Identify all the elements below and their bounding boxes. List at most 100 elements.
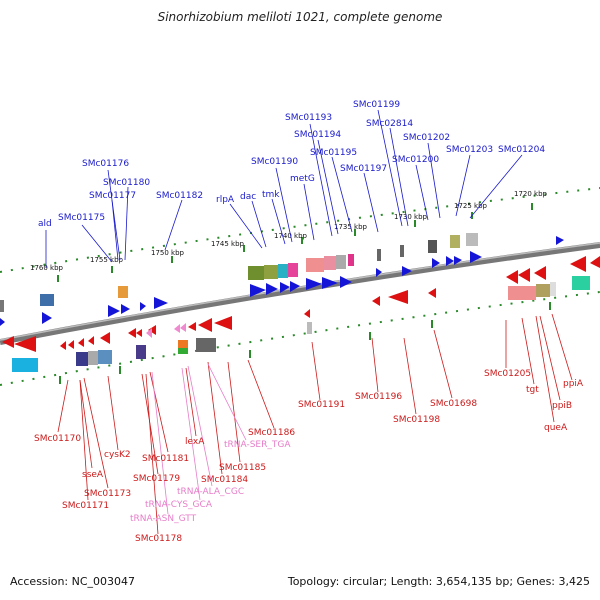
gene-label: SMc01194 xyxy=(294,130,341,140)
rna-leaders xyxy=(151,363,247,515)
gene-label: SMc01184 xyxy=(201,475,248,485)
reverse-gene xyxy=(188,322,196,331)
gene-label: SMc02814 xyxy=(366,119,413,129)
gene-label: SMc01175 xyxy=(58,213,105,223)
gene-label: SMc01182 xyxy=(156,191,203,201)
gene-label: SMc01204 xyxy=(498,145,545,155)
gene-label: SMc01176 xyxy=(82,159,129,169)
forward-gene xyxy=(322,277,338,289)
reverse-gene-labels: SMc01170 sseA SMc01173 SMc01171 cysK2 SM… xyxy=(34,369,584,544)
map-title: Sinorhizobium meliloti 1021, complete ge… xyxy=(157,10,443,24)
gene-label: SMc01197 xyxy=(340,164,387,174)
accession-text: Accession: NC_003047 xyxy=(10,575,136,588)
rna-gene-labels: tRNA-SER_TGA tRNA-ALA_CGC tRNA-CYS_GCA t… xyxy=(130,440,291,524)
reverse-gene xyxy=(68,340,74,349)
gene-label: SMc01170 xyxy=(34,434,81,444)
rna-label: tRNA-ALA_CGC xyxy=(177,487,244,497)
gene-label: SMc01195 xyxy=(310,148,357,158)
reverse-gene xyxy=(304,309,310,318)
scale-label: 1750 kbp xyxy=(151,249,185,257)
scale-label: 1720 kbp xyxy=(514,190,548,198)
gene-label: SMc01185 xyxy=(219,463,266,473)
forward-gene xyxy=(340,276,352,288)
gene-label: SMc01180 xyxy=(103,178,150,188)
gene-label: SMc01205 xyxy=(484,369,531,379)
reverse-gene xyxy=(128,328,136,338)
gene-label: SMc01171 xyxy=(62,501,109,511)
scale-label: 1730 kbp xyxy=(394,213,428,221)
reverse-gene xyxy=(372,296,380,306)
forward-gene xyxy=(290,281,300,292)
forward-gene xyxy=(266,283,278,295)
forward-features xyxy=(0,233,478,312)
forward-gene xyxy=(154,297,168,309)
gene-label: ppiA xyxy=(563,379,584,389)
reverse-gene xyxy=(88,336,94,345)
gene-label: SMc01196 xyxy=(355,392,402,402)
gene-label: SMc01190 xyxy=(251,157,298,167)
gene-label: SMc01203 xyxy=(446,145,493,155)
gene-label: ppiB xyxy=(552,401,572,411)
forward-gene xyxy=(306,278,322,290)
genome-backbone xyxy=(0,242,600,345)
gene-label: dac xyxy=(240,192,256,202)
forward-gene xyxy=(446,256,454,266)
gene-label: lexA xyxy=(185,437,205,447)
gene-label: sseA xyxy=(82,470,104,480)
gene-label: tgt xyxy=(526,385,539,395)
forward-gene xyxy=(42,312,52,324)
forward-leaders xyxy=(45,109,523,268)
gene-label: SMc01193 xyxy=(285,113,332,123)
reverse-gene xyxy=(518,268,530,282)
gene-label: metG xyxy=(290,174,315,184)
reverse-gene xyxy=(590,256,600,268)
forward-gene xyxy=(280,282,290,293)
topology-text: Topology: circular; Length: 3,654,135 bp… xyxy=(287,575,590,588)
forward-gene xyxy=(108,305,120,317)
reverse-gene xyxy=(506,270,518,284)
reverse-gene xyxy=(388,290,408,304)
gene-label: ald xyxy=(38,219,52,229)
reverse-gene xyxy=(214,316,232,330)
forward-gene xyxy=(121,304,130,314)
rna-label: tRNA-ASN_GTT xyxy=(130,514,197,524)
gene-label: SMc01698 xyxy=(430,399,477,409)
rna-label: tRNA-CYS_GCA xyxy=(145,500,213,510)
forward-gene xyxy=(140,302,146,311)
gene-label: SMc01177 xyxy=(89,191,136,201)
forward-gene xyxy=(454,256,462,265)
forward-gene xyxy=(470,251,482,263)
forward-gene xyxy=(376,268,382,277)
reverse-gene xyxy=(78,338,84,347)
forward-gene xyxy=(250,284,266,297)
forward-gene xyxy=(556,236,564,245)
gene-label: SMc01200 xyxy=(392,155,439,165)
reverse-gene xyxy=(570,256,586,272)
scale-label: 1745 kbp xyxy=(211,240,245,248)
forward-gene xyxy=(0,318,5,326)
reverse-gene xyxy=(100,332,110,344)
gene-label: rlpA xyxy=(216,195,235,205)
forward-gene xyxy=(402,266,412,276)
gene-label: SMc01202 xyxy=(403,133,450,143)
gene-label: queA xyxy=(544,423,568,433)
gene-label: SMc01179 xyxy=(133,474,180,484)
reverse-gene xyxy=(534,266,546,280)
gene-label: SMc01198 xyxy=(393,415,440,425)
gene-label: SMc01173 xyxy=(84,489,131,499)
reverse-gene xyxy=(198,318,212,332)
gene-label: SMc01199 xyxy=(353,100,400,110)
gene-label: SMc01191 xyxy=(298,400,345,410)
reverse-genes xyxy=(2,256,600,352)
rna-label: tRNA-SER_TGA xyxy=(224,440,291,450)
reverse-gene xyxy=(428,288,436,298)
reverse-gene xyxy=(60,341,66,350)
reverse-gene xyxy=(136,329,142,337)
gene-label: tmk xyxy=(262,190,280,200)
scale-ticks xyxy=(57,203,551,384)
forward-gene xyxy=(432,258,440,268)
reverse-leaders xyxy=(57,313,573,535)
reverse-gene xyxy=(14,336,36,352)
scale-label: 1760 kbp xyxy=(30,264,64,272)
